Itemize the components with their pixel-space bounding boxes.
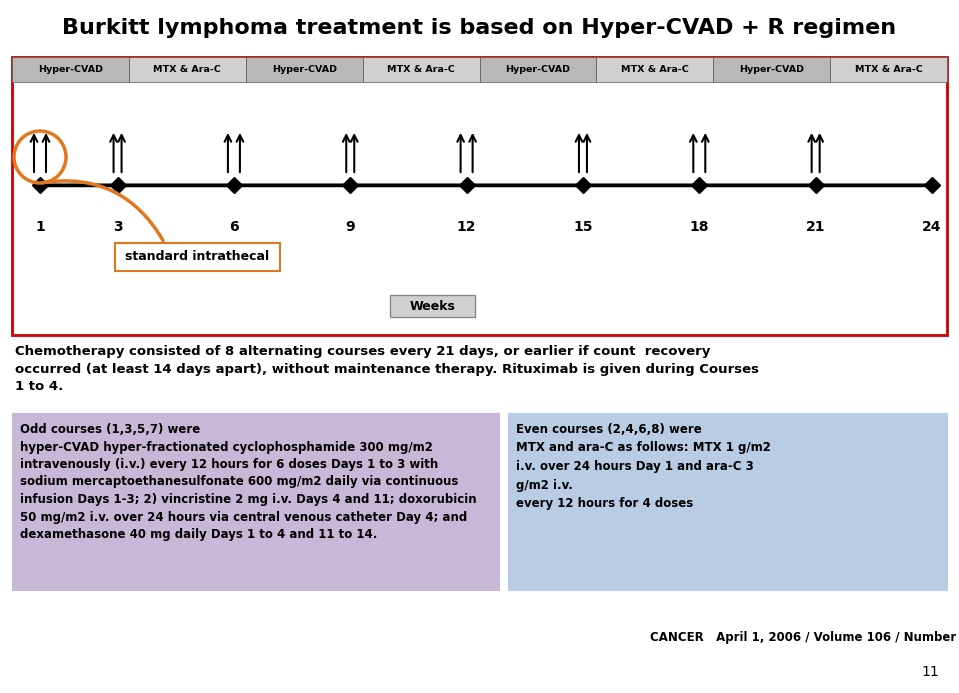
Text: Hyper-CVAD: Hyper-CVAD xyxy=(271,65,337,74)
Bar xyxy=(713,57,830,82)
Text: Hyper-CVAD: Hyper-CVAD xyxy=(38,65,103,74)
Text: standard intrathecal: standard intrathecal xyxy=(126,250,269,263)
Bar xyxy=(12,57,947,335)
Text: CANCER   April 1, 2006 / Volume 106 / Number 7: CANCER April 1, 2006 / Volume 106 / Numb… xyxy=(650,631,959,644)
Text: MTX & Ara-C: MTX & Ara-C xyxy=(854,65,923,74)
Bar xyxy=(246,57,363,82)
Text: 24: 24 xyxy=(923,220,942,234)
Bar xyxy=(363,57,480,82)
Text: MTX & Ara-C: MTX & Ara-C xyxy=(387,65,455,74)
Text: Even courses (2,4,6,8) were
MTX and ara-C as follows: MTX 1 g/m2
i.v. over 24 ho: Even courses (2,4,6,8) were MTX and ara-… xyxy=(516,423,771,510)
Bar xyxy=(508,413,948,591)
Text: Weeks: Weeks xyxy=(409,299,456,313)
Text: 15: 15 xyxy=(573,220,593,234)
Text: 6: 6 xyxy=(229,220,239,234)
Text: Hyper-CVAD: Hyper-CVAD xyxy=(739,65,805,74)
Text: 1: 1 xyxy=(35,220,45,234)
Bar xyxy=(129,57,246,82)
Text: Odd courses (1,3,5,7) were
hyper-CVAD hyper-fractionated cyclophosphamide 300 mg: Odd courses (1,3,5,7) were hyper-CVAD hy… xyxy=(20,423,477,541)
Text: 21: 21 xyxy=(806,220,826,234)
Text: MTX & Ara-C: MTX & Ara-C xyxy=(153,65,222,74)
Text: Burkitt lymphoma treatment is based on Hyper-CVAD + R regimen: Burkitt lymphoma treatment is based on H… xyxy=(62,18,896,38)
Bar xyxy=(12,57,129,82)
Bar xyxy=(596,57,713,82)
Bar xyxy=(12,413,500,591)
Text: 9: 9 xyxy=(345,220,355,234)
Text: Chemotherapy consisted of 8 alternating courses every 21 days, or earlier if cou: Chemotherapy consisted of 8 alternating … xyxy=(15,345,759,393)
Text: 11: 11 xyxy=(922,665,939,679)
Bar xyxy=(115,243,280,271)
Bar xyxy=(480,57,596,82)
Text: 3: 3 xyxy=(113,220,123,234)
Bar xyxy=(390,295,475,317)
Text: 18: 18 xyxy=(690,220,709,234)
Bar xyxy=(830,57,947,82)
Text: 12: 12 xyxy=(456,220,477,234)
Text: Hyper-CVAD: Hyper-CVAD xyxy=(505,65,571,74)
Text: MTX & Ara-C: MTX & Ara-C xyxy=(620,65,689,74)
